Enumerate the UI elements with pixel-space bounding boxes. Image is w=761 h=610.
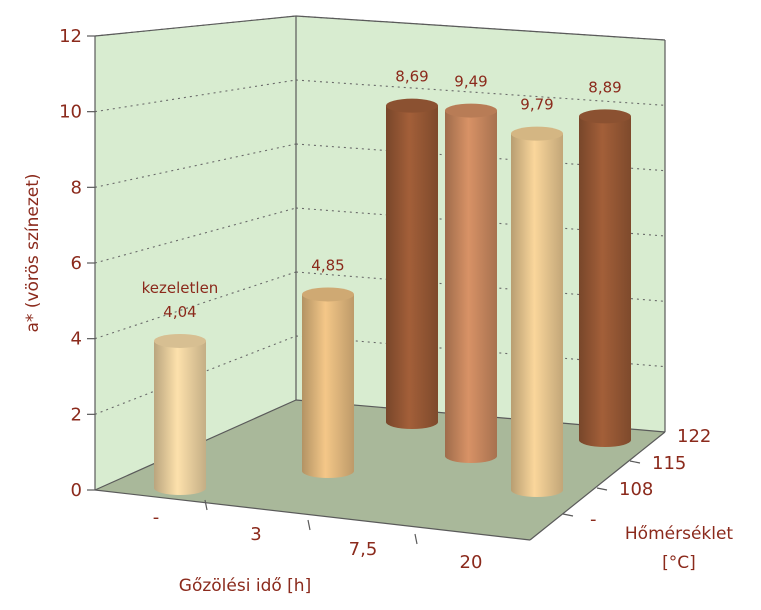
- x-tick-label: 20: [460, 552, 483, 573]
- data-label: 9,79: [520, 96, 553, 114]
- y-axis-title: a* (vörös színezet): [23, 173, 43, 332]
- z-tick-label: 108: [619, 479, 653, 500]
- gridline-back: [295, 207, 666, 237]
- x-tick-label: -: [153, 507, 160, 528]
- bar: [386, 98, 438, 430]
- z-axis-title-line2: [°C]: [662, 553, 696, 573]
- y-tick-label: 4: [71, 329, 82, 350]
- data-annotation: kezeletlen: [142, 279, 219, 297]
- y-axis-ticks: 0 2 4 6 8 10 12: [59, 26, 95, 501]
- y-tick-label: 12: [59, 26, 82, 47]
- y-tick-label: 0: [71, 480, 82, 501]
- gridline-back: [295, 335, 666, 368]
- left-wall: [95, 16, 296, 490]
- y-tick-label: 10: [59, 102, 82, 123]
- z-tick-label: 115: [652, 453, 686, 474]
- data-label: 4,04: [163, 303, 196, 321]
- z-tick-label: 122: [677, 426, 711, 447]
- y-tick-label: 6: [71, 253, 82, 274]
- x-axis-title: Gőzölési idő [h]: [179, 576, 311, 596]
- x-tick-label: 7,5: [349, 539, 378, 560]
- data-label: 4,85: [311, 256, 344, 274]
- bars: [154, 98, 631, 498]
- bar: [511, 126, 563, 498]
- gridline-back: [295, 143, 666, 172]
- bar: [154, 333, 206, 495]
- y-tick-label: 8: [71, 177, 82, 198]
- gridline-back: [295, 79, 666, 106]
- data-labels: 8,69 8,89 9,49 4,85 4,04 kezeletlen 9,79: [142, 68, 622, 321]
- bar: [445, 103, 497, 464]
- z-tick-label: -: [590, 509, 597, 530]
- gridline-left: [94, 143, 297, 188]
- bar: [579, 109, 631, 448]
- data-label: 8,89: [588, 78, 621, 96]
- z-axis-title-line1: Hőmérséklet: [625, 524, 734, 544]
- x-axis-categories: - 3 7,5 20: [153, 499, 483, 573]
- gridline-left: [94, 79, 297, 113]
- bar: [302, 287, 354, 478]
- y-tick-label: 2: [71, 404, 82, 425]
- gridline-back: [295, 271, 666, 302]
- x-tick-label: 3: [250, 524, 261, 545]
- z-axis-categories: - 108 115 122: [562, 426, 711, 530]
- data-label: 8,69: [395, 68, 428, 86]
- data-label: 9,49: [454, 73, 487, 91]
